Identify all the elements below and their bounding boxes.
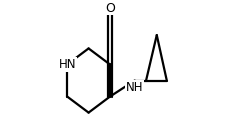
Text: O: O — [105, 2, 115, 15]
Text: NH: NH — [126, 81, 143, 94]
Text: HN: HN — [59, 58, 76, 71]
